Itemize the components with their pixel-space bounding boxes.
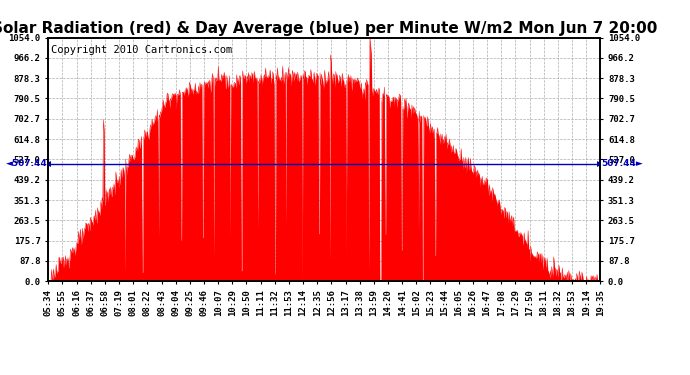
Text: Copyright 2010 Cartronics.com: Copyright 2010 Cartronics.com <box>51 45 233 55</box>
Text: 507.44►: 507.44► <box>601 159 642 168</box>
Title: Solar Radiation (red) & Day Average (blue) per Minute W/m2 Mon Jun 7 20:00: Solar Radiation (red) & Day Average (blu… <box>0 21 657 36</box>
Text: ◄507.44: ◄507.44 <box>6 159 48 168</box>
